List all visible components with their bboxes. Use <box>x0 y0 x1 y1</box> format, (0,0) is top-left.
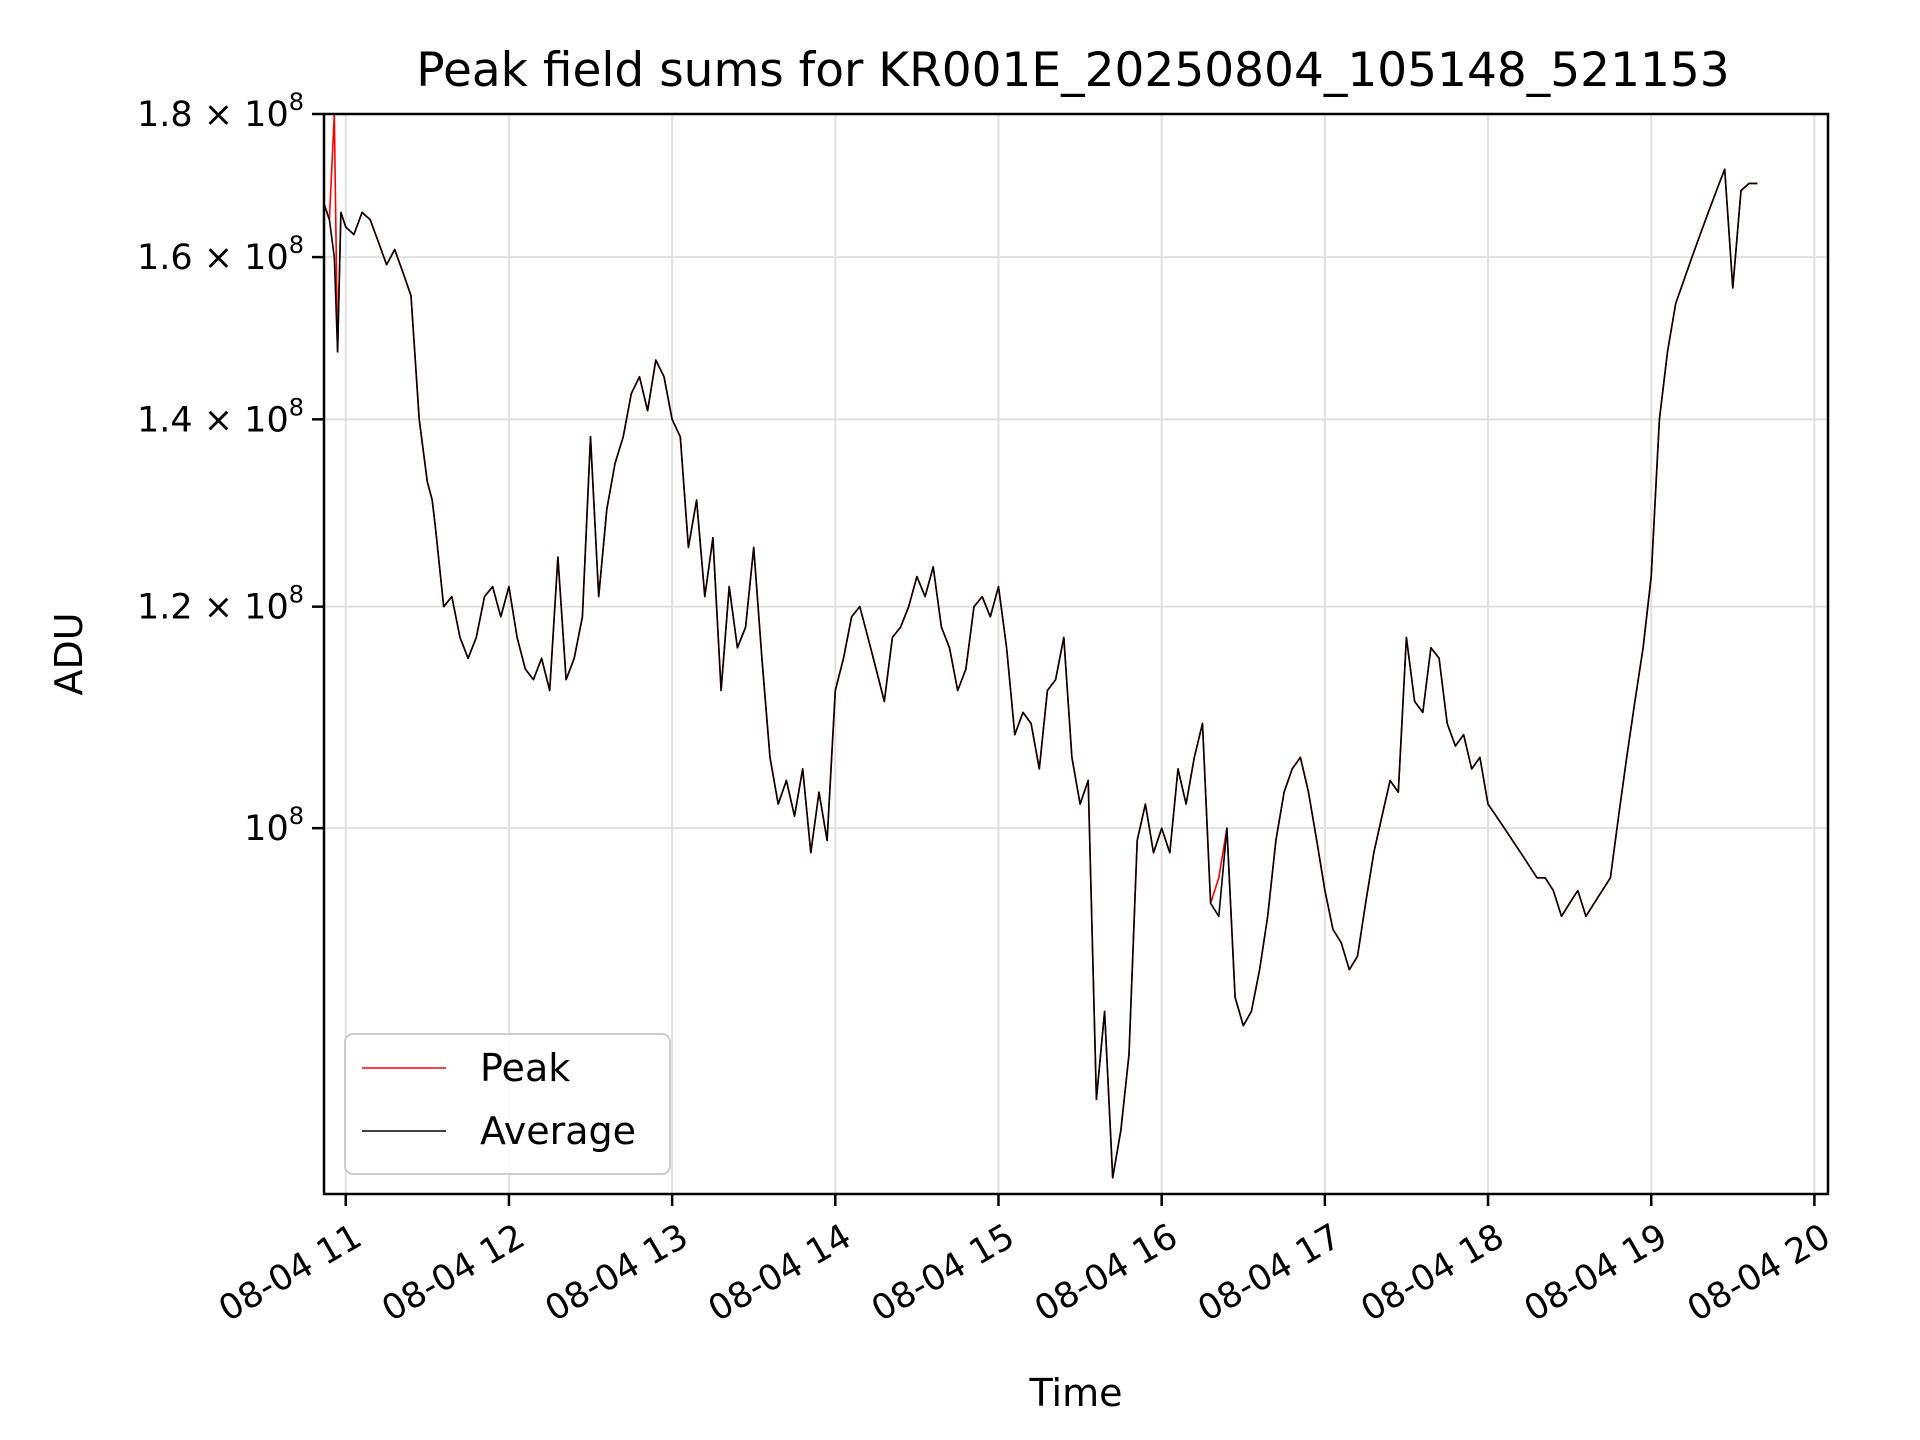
y-tick-label: 108 <box>244 802 304 849</box>
legend-label-peak: Peak <box>480 1046 570 1090</box>
y-axis-label: ADU <box>47 612 91 695</box>
plot-frame <box>322 112 1830 1196</box>
legend: Peak Average <box>344 1033 671 1175</box>
y-tick-label: 1.4 × 108 <box>137 393 304 440</box>
y-tick-label: 1.8 × 108 <box>137 88 304 135</box>
legend-label-average: Average <box>480 1109 636 1153</box>
y-axis: 108 1.2 × 108 1.4 × 108 1.6 × 108 1.8 × 108 <box>137 88 324 849</box>
y-tick-label: 1.2 × 108 <box>137 581 304 628</box>
legend-box <box>344 1033 671 1175</box>
y-tick-label: 1.6 × 108 <box>137 231 304 278</box>
x-axis-label: Time <box>1029 1371 1123 1415</box>
series-layer <box>323 113 1758 1179</box>
chart-title: Peak field sums for KR001E_20250804_1051… <box>416 43 1729 98</box>
series-line-average <box>323 168 1758 1179</box>
